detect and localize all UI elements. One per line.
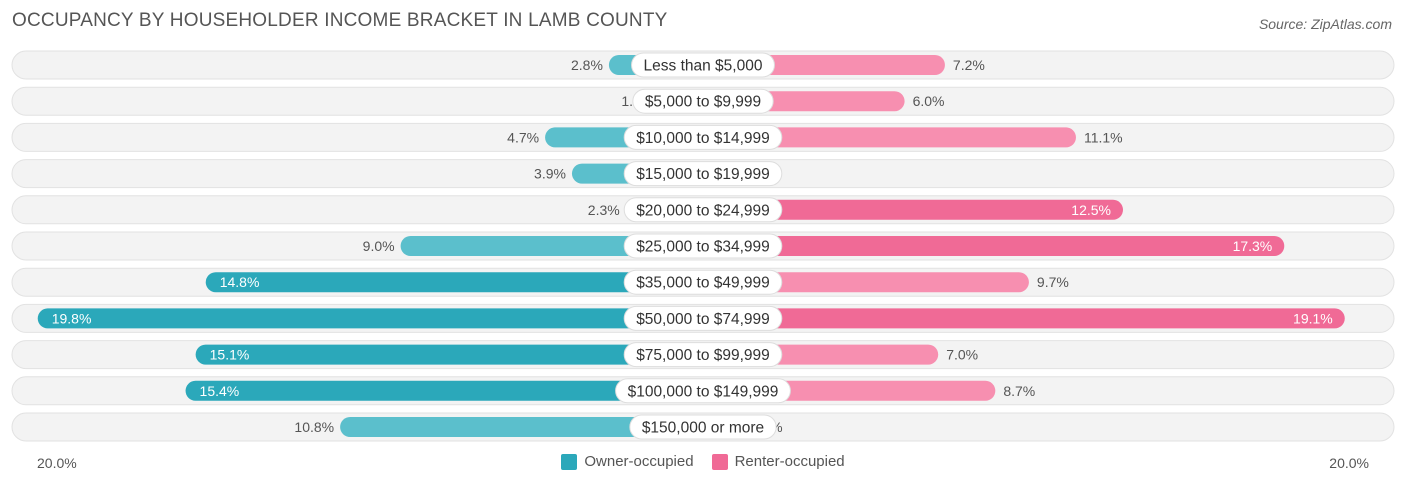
bar-renter [703, 308, 1345, 329]
category-label: $100,000 to $149,999 [628, 383, 779, 400]
legend-item-owner[interactable]: Owner-occupied [561, 453, 694, 470]
renter-value-label: 19.1% [1293, 310, 1333, 326]
legend-label-owner: Owner-occupied [584, 453, 694, 470]
owner-value-label: 2.8% [571, 57, 603, 73]
axis-right-label: 20.0% [1329, 455, 1369, 471]
legend-item-renter[interactable]: Renter-occupied [711, 453, 845, 470]
category-label: Less than $5,000 [644, 58, 763, 75]
renter-value-label: 7.0% [946, 347, 978, 363]
renter-value-label: 11.1% [1084, 129, 1123, 145]
category-pill [623, 342, 783, 368]
owner-value-label: 10.8% [294, 419, 334, 435]
category-pill [623, 197, 783, 223]
category-pill [615, 378, 791, 404]
category-label: $5,000 to $9,999 [645, 94, 761, 111]
bar-owner [185, 380, 703, 401]
bar-owner [205, 272, 703, 293]
legend: Owner-occupied Renter-occupied [0, 453, 1406, 470]
owner-value-label: 15.4% [200, 383, 240, 399]
renter-value-label: 8.7% [1003, 383, 1035, 399]
bar-renter [703, 127, 1076, 148]
axis-left-label: 20.0% [37, 455, 77, 471]
category-pill [632, 88, 774, 114]
category-pill [623, 161, 783, 187]
category-label: $150,000 or more [642, 420, 764, 437]
owner-value-label: 2.3% [588, 202, 620, 218]
category-label: $35,000 to $49,999 [636, 275, 770, 292]
category-label: $15,000 to $19,999 [636, 166, 770, 183]
category-pill [629, 414, 777, 440]
owner-value-label: 9.0% [363, 238, 395, 254]
bar-renter [703, 236, 1285, 256]
category-label: $50,000 to $74,999 [636, 311, 770, 328]
legend-swatch-owner [561, 453, 578, 470]
category-label: $75,000 to $99,999 [636, 347, 770, 364]
bar-renter [703, 199, 1123, 220]
bar-owner [37, 308, 704, 329]
renter-value-label: 12.5% [1071, 202, 1111, 218]
renter-value-label: 17.3% [1233, 238, 1273, 254]
owner-value-label: 14.8% [220, 274, 260, 290]
owner-value-label: 19.8% [52, 310, 92, 326]
category-label: $10,000 to $14,999 [636, 130, 770, 147]
owner-value-label: 3.9% [534, 166, 566, 182]
category-pill [623, 269, 783, 295]
owner-value-label: 4.7% [507, 129, 539, 145]
legend-label-renter: Renter-occupied [734, 453, 845, 470]
chart-area: 2.8%7.2%Less than $5,0001.3%6.0%$5,000 t… [11, 50, 1395, 442]
bar-renter [703, 272, 1029, 293]
renter-value-label: 9.7% [1037, 274, 1069, 290]
category-label: $25,000 to $34,999 [636, 239, 770, 256]
renter-value-label: 7.2% [953, 57, 985, 73]
chart-title: OCCUPANCY BY HOUSEHOLDER INCOME BRACKET … [12, 10, 668, 31]
category-pill [631, 52, 775, 78]
category-pill [623, 124, 783, 150]
category-label: $20,000 to $24,999 [636, 202, 770, 219]
owner-value-label: 15.1% [210, 347, 250, 363]
legend-swatch-renter [711, 453, 728, 470]
renter-value-label: 6.0% [913, 93, 945, 109]
category-pill [623, 305, 783, 331]
category-pill [623, 233, 783, 259]
bar-owner [195, 344, 703, 365]
bar-owner [340, 417, 703, 437]
source-note: Source: ZipAtlas.com [1258, 16, 1392, 32]
